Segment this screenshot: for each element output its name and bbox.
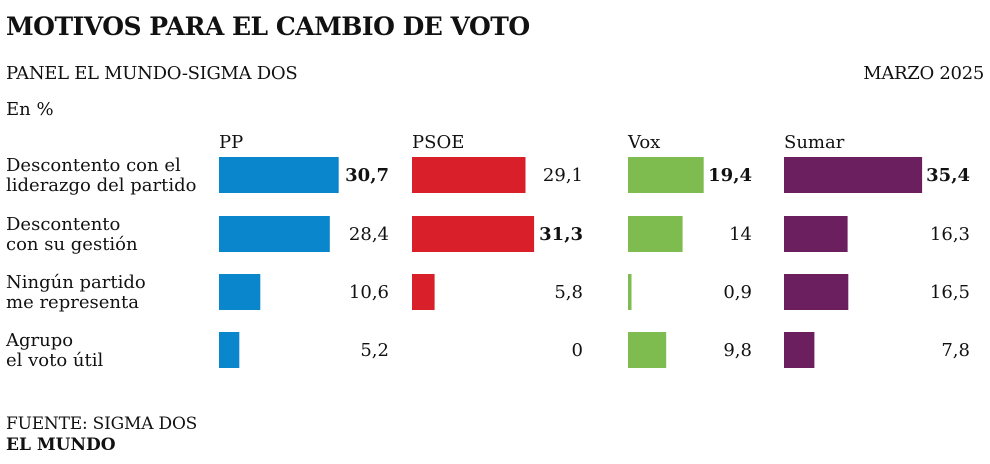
data-label: 7,8 (941, 340, 970, 361)
data-label: 0 (572, 340, 583, 361)
bar (219, 157, 339, 193)
data-label: 30,7 (345, 165, 389, 186)
unit-label: En % (6, 99, 54, 120)
series-header-pp: PP (219, 132, 243, 153)
chart-date: MARZO 2025 (863, 63, 984, 84)
bar (784, 332, 815, 368)
data-label: 31,3 (539, 224, 583, 245)
bar (784, 274, 849, 310)
bar (219, 332, 240, 368)
data-label: 28,4 (349, 224, 389, 245)
bar (628, 216, 683, 252)
series-header-vox: Vox (627, 132, 660, 153)
data-label: 5,8 (554, 282, 583, 303)
data-label: 29,1 (543, 165, 583, 186)
data-label: 16,5 (930, 282, 970, 303)
data-label: 9,8 (723, 340, 752, 361)
category-label: Descontento con el liderazgo del partido (6, 155, 196, 196)
category-label: Descontento con su gestión (6, 214, 138, 255)
bar (784, 216, 848, 252)
data-label: 19,4 (708, 165, 752, 186)
bar (628, 332, 667, 368)
data-label: 5,2 (360, 340, 389, 361)
brand-label: EL MUNDO (6, 435, 116, 455)
data-label: 10,6 (349, 282, 389, 303)
series-header-psoe: PSOE (412, 132, 464, 153)
bar (784, 157, 923, 193)
data-label: 16,3 (930, 224, 970, 245)
category-label: Agrupo el voto útil (5, 330, 104, 371)
chart-title: MOTIVOS PARA EL CAMBIO DE VOTO (6, 12, 530, 41)
bar (412, 274, 435, 310)
bar (412, 157, 526, 193)
data-label: 14 (729, 224, 752, 245)
bar (628, 274, 632, 310)
data-label: 0,9 (723, 282, 752, 303)
source-note: FUENTE: SIGMA DOS (6, 414, 198, 434)
bar (219, 216, 330, 252)
category-label: Ningún partido me representa (6, 272, 146, 313)
chart-subtitle: PANEL EL MUNDO-SIGMA DOS (6, 63, 298, 84)
series-header-sumar: Sumar (784, 132, 845, 153)
bar (219, 274, 261, 310)
data-label: 35,4 (926, 165, 970, 186)
bar (628, 157, 704, 193)
bar (412, 216, 535, 252)
